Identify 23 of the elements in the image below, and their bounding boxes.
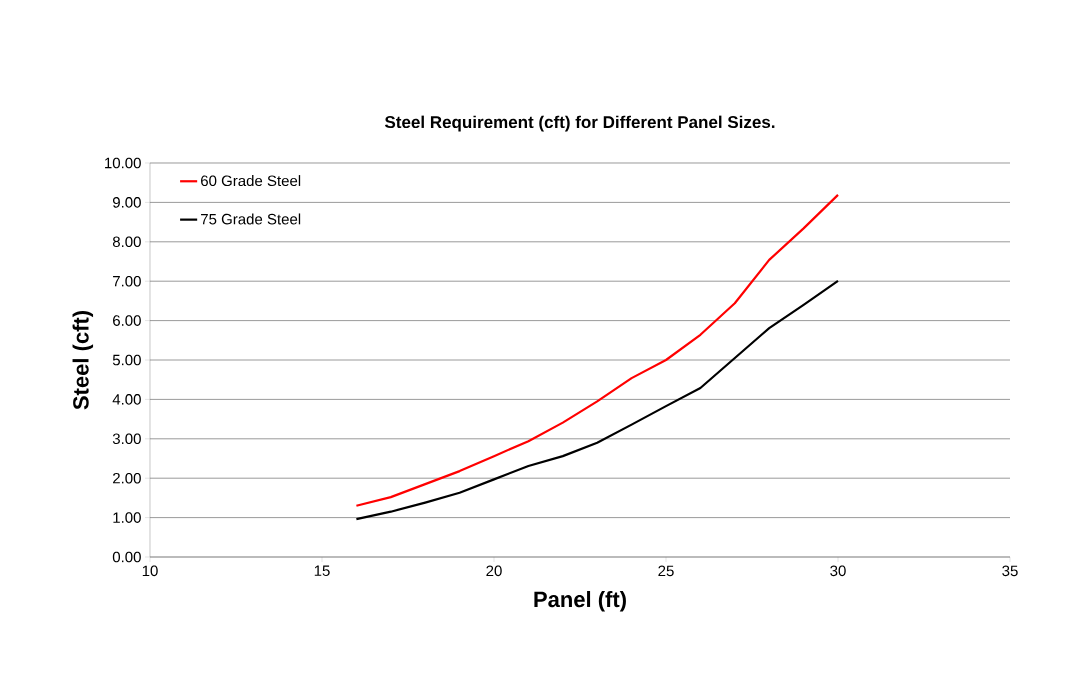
legend-label: 75 Grade Steel	[201, 213, 301, 225]
y-tick-label: 0.00	[112, 551, 141, 563]
y-tick-label: 9.00	[112, 197, 141, 208]
y-tick-label: 3.00	[112, 433, 141, 445]
x-tick-label: 20	[486, 565, 502, 577]
x-tick-label: 30	[830, 565, 846, 577]
line-series	[355, 193, 840, 507]
chart-title: Steel Requirement (cft) for Different Panel Sizes.	[384, 115, 775, 132]
y-tick-label: 2.00	[113, 472, 141, 484]
x-tick-label: 10	[142, 565, 158, 577]
y-tick-label: 8.00	[112, 236, 141, 248]
y-tick-label: 6.00	[113, 315, 141, 326]
y-tick-label: 10.00	[105, 157, 141, 169]
x-tick-label: 25	[658, 565, 674, 577]
y-axis-title: Steel (cft)	[72, 311, 94, 410]
legend-label: 60 Grade Steel	[201, 175, 301, 187]
y-tick-label: 5.00	[112, 354, 141, 366]
y-tick-label: 4.00	[112, 394, 141, 405]
y-tick-label: 7.00	[113, 275, 141, 287]
x-axis-title: Panel (ft)	[534, 591, 626, 612]
y-tick-label: 1.00	[113, 512, 141, 523]
x-tick-label: 15	[314, 565, 330, 576]
x-tick-label: 35	[1002, 565, 1018, 577]
